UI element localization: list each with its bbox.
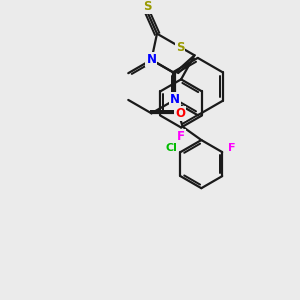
Text: F: F bbox=[228, 143, 236, 153]
Text: S: S bbox=[143, 0, 152, 14]
Text: F: F bbox=[177, 130, 185, 142]
Text: N: N bbox=[146, 53, 156, 66]
Text: N: N bbox=[169, 93, 180, 106]
Text: O: O bbox=[175, 107, 185, 120]
Text: Cl: Cl bbox=[165, 143, 177, 153]
Text: S: S bbox=[176, 40, 184, 53]
